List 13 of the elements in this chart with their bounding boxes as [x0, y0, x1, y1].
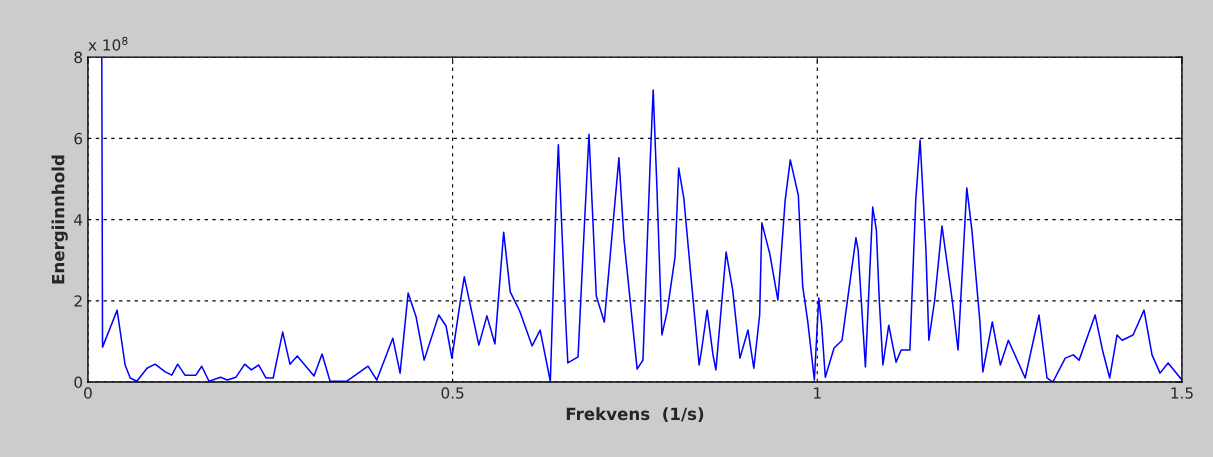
x-axis-title: Frekvens (1/s)	[566, 407, 704, 423]
line-series	[101, 57, 1182, 383]
y-tick-label: 2	[74, 295, 82, 307]
x-tick-label: 1	[814, 387, 821, 399]
y-axis-title: Energiinnhold	[51, 155, 68, 284]
x-tick-label: 0	[84, 387, 92, 399]
y-tick-label: 0	[74, 376, 83, 389]
y-tick-label: 8	[74, 51, 83, 64]
x-tick-label: 0.5	[441, 387, 464, 399]
y-tick-label: 6	[74, 132, 83, 145]
x-tick-label: 1.5	[1171, 387, 1193, 399]
y-tick-label: 4	[74, 214, 83, 226]
text: x 10$^{8}$	[88, 36, 128, 51]
